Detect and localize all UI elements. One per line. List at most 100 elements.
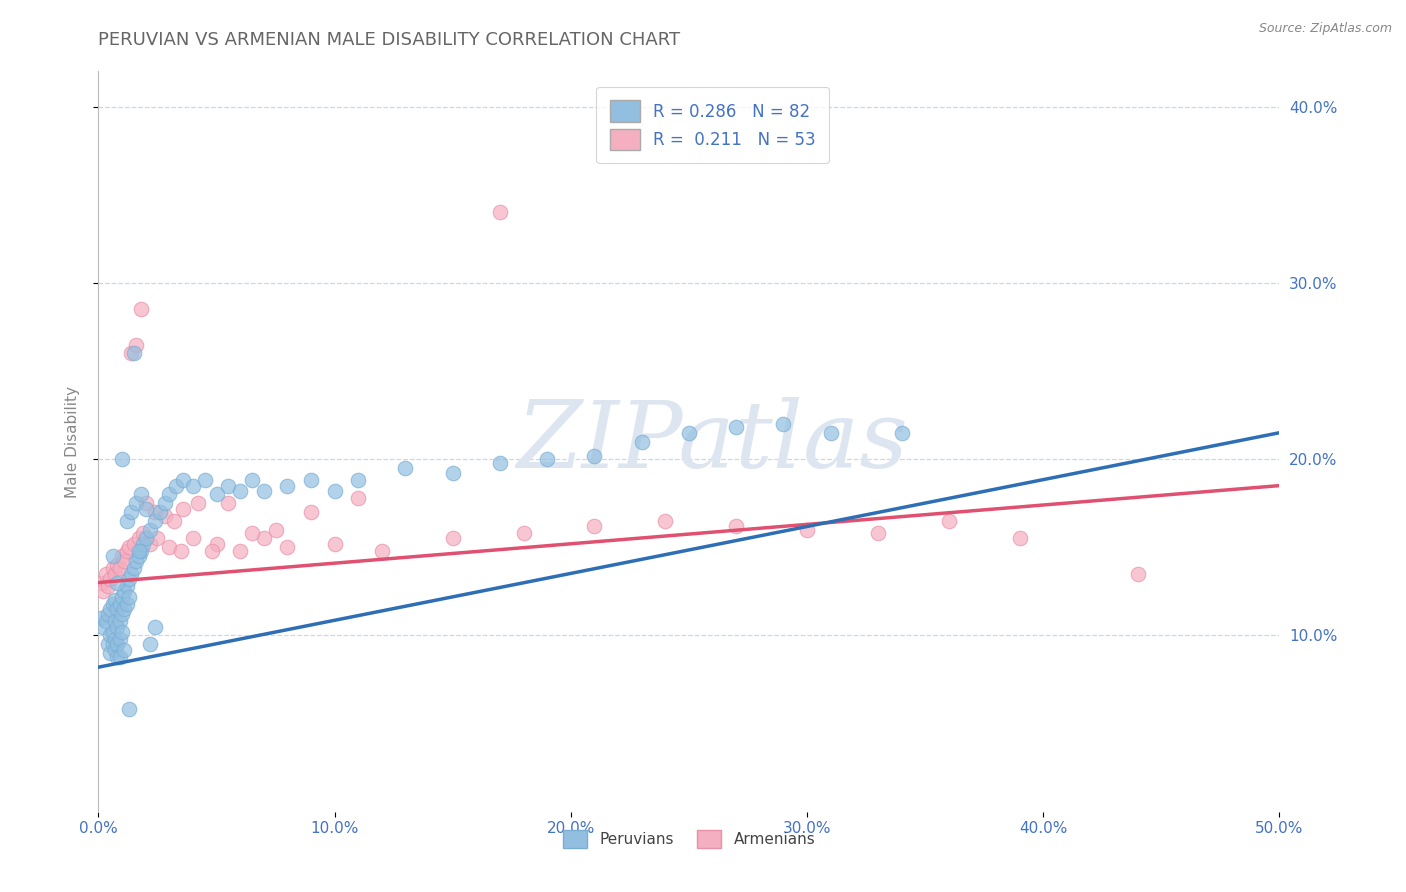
Point: [441, 532, 464, 546]
Point: [165, 478, 187, 492]
Point: [866, 526, 889, 541]
Point: [394, 461, 416, 475]
Point: [132, 537, 155, 551]
Point: [115, 597, 138, 611]
Point: [125, 337, 148, 351]
Legend: Peruvians, Armenians: Peruvians, Armenians: [555, 822, 823, 856]
Point: [104, 593, 127, 607]
Point: [1126, 566, 1149, 581]
Point: [94, 566, 117, 581]
Point: [772, 417, 794, 431]
Point: [149, 505, 172, 519]
Point: [264, 523, 287, 537]
Point: [253, 483, 276, 498]
Point: [122, 561, 145, 575]
Point: [299, 473, 322, 487]
Point: [129, 487, 152, 501]
Point: [108, 561, 131, 575]
Point: [135, 501, 157, 516]
Point: [105, 558, 128, 572]
Point: [98, 646, 121, 660]
Point: [143, 505, 166, 519]
Point: [115, 514, 138, 528]
Point: [118, 541, 141, 555]
Point: [489, 205, 512, 219]
Point: [118, 572, 141, 586]
Point: [90, 575, 112, 590]
Point: [299, 505, 322, 519]
Point: [172, 501, 194, 516]
Point: [115, 544, 138, 558]
Point: [240, 473, 263, 487]
Point: [111, 549, 134, 563]
Point: [253, 532, 276, 546]
Point: [205, 487, 228, 501]
Point: [122, 537, 145, 551]
Point: [654, 514, 676, 528]
Point: [97, 637, 120, 651]
Point: [1008, 532, 1031, 546]
Point: [91, 584, 114, 599]
Point: [128, 532, 150, 546]
Point: [97, 579, 120, 593]
Point: [111, 624, 134, 639]
Point: [139, 523, 162, 537]
Point: [129, 544, 152, 558]
Point: [132, 526, 155, 541]
Point: [938, 514, 960, 528]
Point: [104, 642, 127, 657]
Point: [105, 649, 128, 664]
Point: [104, 632, 127, 646]
Point: [128, 544, 150, 558]
Point: [101, 561, 124, 575]
Point: [276, 478, 298, 492]
Point: [97, 607, 120, 622]
Point: [181, 478, 204, 492]
Point: [512, 526, 534, 541]
Point: [347, 473, 370, 487]
Point: [143, 619, 166, 633]
Y-axis label: Male Disability: Male Disability: [65, 385, 80, 498]
Point: [111, 607, 134, 622]
Point: [217, 478, 239, 492]
Point: [121, 346, 143, 360]
Point: [105, 575, 128, 590]
Point: [125, 554, 148, 568]
Point: [104, 615, 127, 629]
Point: [347, 491, 370, 505]
Point: [91, 619, 114, 633]
Point: [98, 602, 121, 616]
Point: [583, 519, 606, 533]
Point: [172, 473, 194, 487]
Point: [489, 456, 512, 470]
Point: [143, 514, 166, 528]
Point: [108, 632, 131, 646]
Point: [441, 467, 464, 481]
Point: [181, 532, 204, 546]
Point: [194, 473, 217, 487]
Point: [135, 532, 157, 546]
Point: [229, 483, 252, 498]
Point: [112, 602, 135, 616]
Point: [139, 537, 162, 551]
Point: [101, 637, 124, 651]
Point: [111, 590, 134, 604]
Point: [796, 523, 818, 537]
Point: [201, 544, 224, 558]
Point: [90, 611, 112, 625]
Point: [163, 514, 186, 528]
Point: [101, 597, 124, 611]
Point: [536, 452, 558, 467]
Point: [118, 702, 141, 716]
Text: ZIPatlas: ZIPatlas: [516, 397, 908, 486]
Point: [725, 420, 748, 434]
Text: Source: ZipAtlas.com: Source: ZipAtlas.com: [1258, 22, 1392, 36]
Point: [153, 508, 176, 523]
Point: [98, 572, 121, 586]
Point: [118, 590, 141, 604]
Point: [94, 615, 117, 629]
Point: [240, 526, 263, 541]
Point: [104, 566, 127, 581]
Point: [146, 532, 169, 546]
Point: [108, 615, 131, 629]
